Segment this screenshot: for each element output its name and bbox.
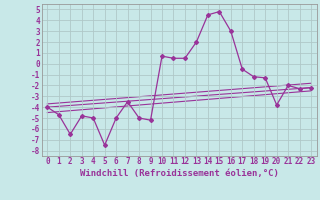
X-axis label: Windchill (Refroidissement éolien,°C): Windchill (Refroidissement éolien,°C) (80, 169, 279, 178)
